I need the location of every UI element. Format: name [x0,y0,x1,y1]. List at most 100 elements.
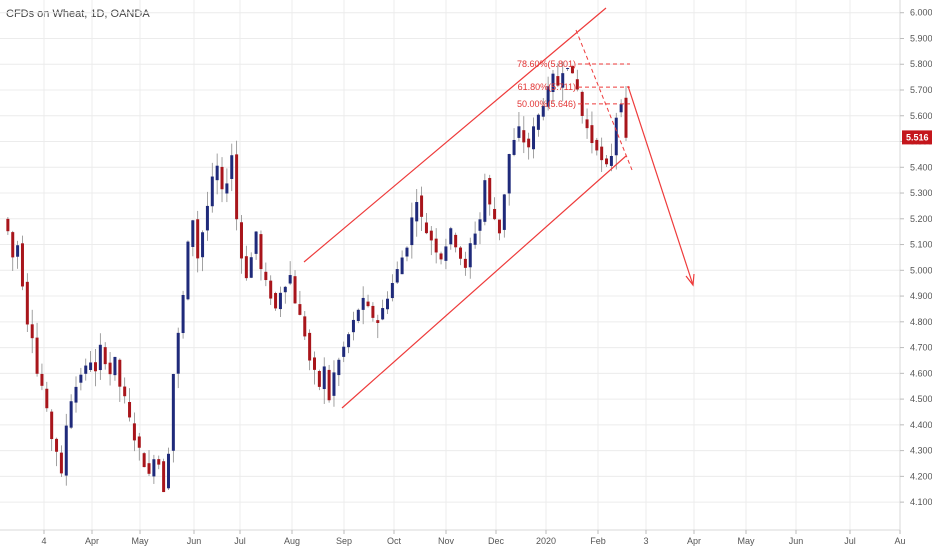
y-tick-label: 5.700 [910,85,932,95]
candle-body [347,334,351,348]
y-tick-label: 5.600 [910,111,932,121]
candle-body [507,154,511,194]
y-tick-label: 4.100 [910,497,932,507]
candle-body [128,401,132,418]
channel-upper-line [303,7,607,263]
candle-body [220,166,224,190]
x-tick-label: Nov [438,536,455,546]
candle-body [337,359,341,376]
candle-body [527,138,531,148]
candle-body [424,222,428,234]
candle-body [454,234,458,248]
candle-body [308,332,312,361]
candle-body [468,243,472,268]
candle-body [298,304,302,315]
candle-body [614,117,618,156]
candle-body [541,106,545,117]
candle-body [79,374,83,383]
candle-body [459,247,463,259]
candle-body [74,386,78,403]
candle-body [259,234,263,270]
candle-body [449,228,453,245]
candle-body [595,139,599,151]
candle-body [166,453,170,489]
x-tick-label: Au [894,536,905,546]
y-tick-label: 5.000 [910,265,932,275]
candle-body [152,459,156,477]
candle-body [317,370,321,387]
candle-body [59,452,63,474]
candle-body [439,253,443,260]
candle-body [566,68,570,70]
candle-body [274,293,278,309]
candle-body [264,271,268,281]
candle-body [89,362,93,371]
candle-body [522,130,526,143]
y-tick-label: 4.200 [910,471,932,481]
candle-body [69,401,73,428]
candle-body [157,459,161,465]
current-price-tag [902,130,932,145]
candle-body [556,76,560,86]
candle-body [444,246,448,261]
y-tick-label: 5.900 [910,33,932,43]
x-tick-label: Jul [844,536,856,546]
candle-body [434,238,438,253]
candle-body [546,86,550,107]
candle-body [381,308,385,320]
candle-body [619,104,623,113]
candle-body [361,297,365,310]
candle-body [488,177,492,205]
x-tick-label: Dec [488,536,505,546]
fib-level-label: 78.60%(5.801) [517,59,576,69]
candle-body [600,146,604,161]
candle-body [205,205,209,231]
candle-body [420,195,424,217]
candle-body [278,292,282,310]
candle-body [45,388,49,409]
candle-body [16,245,20,257]
candle-body [239,222,243,259]
y-tick-label: 4.800 [910,317,932,327]
candle-body [123,386,127,397]
candle-body [269,280,273,299]
candle-body [502,194,506,230]
x-tick-label: Apr [687,536,701,546]
y-tick-label: 5.200 [910,214,932,224]
x-tick-label: Jun [789,536,804,546]
candle-body [342,346,346,357]
candle-body [483,180,487,222]
x-tick-label: Apr [85,536,99,546]
x-tick-label: Jun [187,536,202,546]
candle-body [293,276,297,304]
candle-body [590,125,594,144]
candle-body [244,256,248,279]
candle-body [20,243,24,287]
x-axis: 4 Apr May Jun Jul Aug Sep Oct Nov Dec 2020 Feb 3 Apr M… [0,529,906,546]
y-tick-label: 4.700 [910,343,932,353]
candle-body [322,366,326,390]
candle-body [137,436,141,448]
candle-body [40,373,44,386]
y-tick-label: 5.100 [910,240,932,250]
candle-body [624,97,628,138]
candle-body [497,219,501,234]
projection-arrow-head [685,273,695,287]
candle-body [570,65,574,74]
candle-body [605,158,609,165]
grid [0,0,901,530]
candle-body [405,247,409,257]
fib-trend-line [575,29,633,171]
candle-body [230,155,234,179]
candle-body [493,208,497,220]
x-tick-label: Aug [284,536,300,546]
candle-body [249,257,253,278]
candle-body [98,344,102,371]
candle-body [55,438,59,452]
x-tick-label: 3 [643,536,648,546]
candle-body [142,453,146,468]
candle-body [463,258,467,268]
candle-body [25,281,29,325]
candle-body [332,372,336,396]
